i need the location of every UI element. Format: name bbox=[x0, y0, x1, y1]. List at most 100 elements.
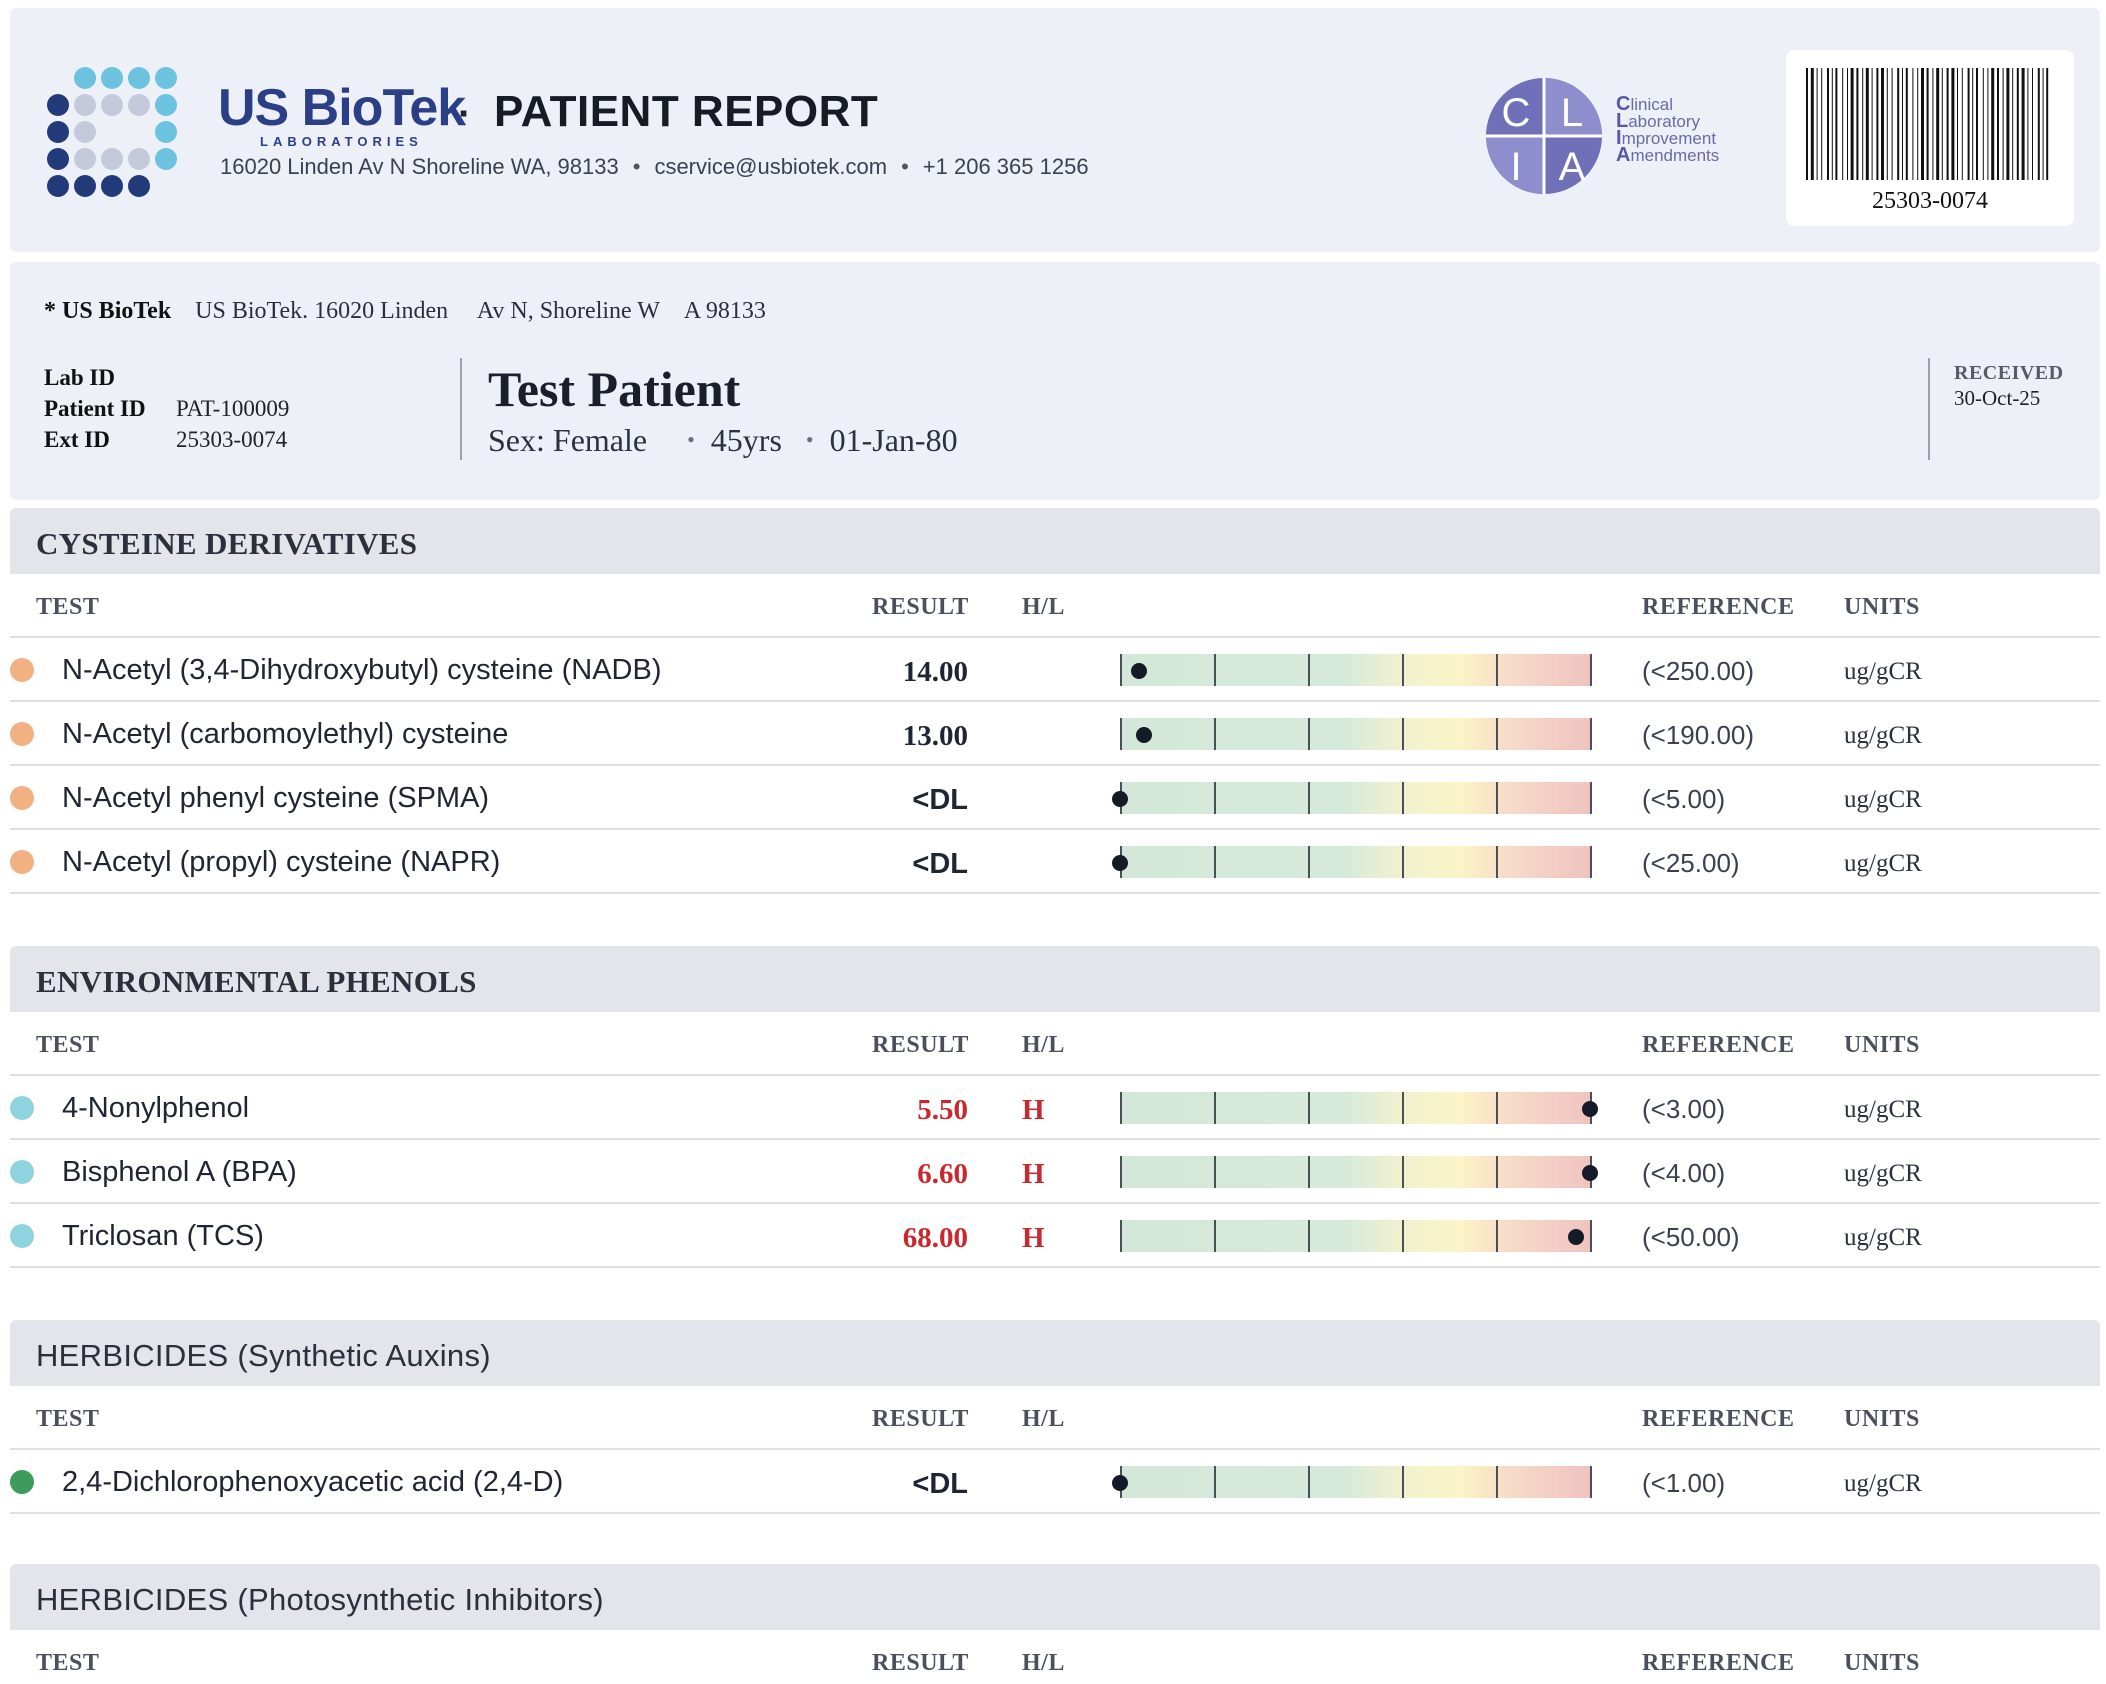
table-header-row: TEST RESULT H/L REFERENCE UNITS bbox=[10, 1386, 2100, 1450]
logo-dot bbox=[47, 94, 69, 116]
logo-dot bbox=[74, 94, 96, 116]
barcode-bar bbox=[2016, 68, 2019, 180]
barcode-bar bbox=[1891, 68, 1893, 180]
clia-seal-letter: C bbox=[1502, 91, 1531, 135]
ext-id-label: Ext ID bbox=[44, 427, 110, 452]
gauge-tick bbox=[1496, 782, 1498, 814]
barcode-bar bbox=[1862, 68, 1864, 180]
barcode-bar bbox=[1897, 68, 1900, 180]
reference-range: (<1.00) bbox=[1642, 1468, 1726, 1498]
category-dot bbox=[10, 850, 34, 874]
gauge-tick bbox=[1308, 846, 1310, 878]
section-title: HERBICIDES (Synthetic Auxins) bbox=[36, 1338, 491, 1373]
category-dot bbox=[10, 1096, 34, 1120]
gauge-tick bbox=[1402, 718, 1404, 750]
clia-letter: C bbox=[1616, 93, 1631, 115]
gauge-marker bbox=[1135, 727, 1152, 743]
logo-dot bbox=[155, 148, 177, 170]
test-name: N-Acetyl (3,4-Dihydroxybutyl) cysteine (… bbox=[62, 654, 662, 686]
gauge-tick bbox=[1308, 782, 1310, 814]
gauge-tick bbox=[1590, 718, 1592, 750]
bullet-separator: • bbox=[687, 427, 695, 452]
bullet-separator: • bbox=[805, 427, 814, 452]
gauge-tick bbox=[1214, 1466, 1216, 1498]
clia-word: aboratory bbox=[1628, 112, 1701, 131]
test-result: 5.50 bbox=[917, 1094, 968, 1126]
clia-letter: A bbox=[1616, 144, 1631, 166]
test-name: Bisphenol A (BPA) bbox=[62, 1156, 297, 1188]
gauge-tick bbox=[1308, 1466, 1310, 1498]
reference-range: (<4.00) bbox=[1642, 1158, 1726, 1188]
reference-range: (<25.00) bbox=[1642, 848, 1740, 878]
gauge-tick bbox=[1214, 718, 1216, 750]
column-header-result: RESULT bbox=[872, 1650, 969, 1676]
patient-id-label: Patient ID bbox=[44, 396, 146, 421]
section-header: HERBICIDES (Photosynthetic Inhibitors) bbox=[10, 1564, 2100, 1630]
gauge-marker bbox=[1582, 1101, 1598, 1117]
lab-email[interactable]: cservice@usbiotek.com bbox=[654, 154, 888, 179]
category-dot bbox=[10, 1470, 34, 1494]
column-header-reference: REFERENCE bbox=[1642, 594, 1795, 620]
barcode-bar bbox=[1831, 68, 1833, 180]
test-name: 4-Nonylphenol bbox=[62, 1092, 250, 1124]
clia-seal-letter: I bbox=[1510, 145, 1521, 189]
patient-name: Test Patient bbox=[488, 361, 741, 417]
divider bbox=[1928, 358, 1930, 460]
result-gauge bbox=[1120, 1220, 1592, 1252]
test-name: 2,4-Dichlorophenoxyacetic acid (2,4-D) bbox=[62, 1466, 564, 1498]
result-gauge bbox=[1120, 1092, 1598, 1124]
gauge-marker bbox=[1112, 791, 1128, 807]
units: ug/gCR bbox=[1844, 658, 1922, 685]
barcode-bar bbox=[1871, 68, 1873, 180]
barcode-bar bbox=[1932, 68, 1934, 180]
barcode-bar bbox=[1987, 68, 1989, 180]
barcode-bar bbox=[1865, 68, 1869, 180]
lab-phone[interactable]: +1 206 365 1256 bbox=[922, 154, 1089, 179]
gauge-tick bbox=[1120, 1156, 1122, 1188]
test-result: <DL bbox=[912, 1468, 968, 1500]
barcode-bar bbox=[1967, 68, 1970, 180]
units: ug/gCR bbox=[1844, 722, 1922, 749]
barcode-bar bbox=[1886, 68, 1888, 180]
gauge-tick bbox=[1308, 1220, 1310, 1252]
barcode-bar bbox=[1835, 68, 1838, 180]
clia-seal-letter: A bbox=[1559, 145, 1586, 189]
table-row: N-Acetyl (carbomoylethyl) cysteine 13.00 (… bbox=[10, 702, 2100, 766]
units: ug/gCR bbox=[1844, 1470, 1922, 1497]
category-dot bbox=[10, 658, 34, 682]
barcode-bar bbox=[1876, 68, 1879, 180]
reference-range: (<3.00) bbox=[1642, 1094, 1726, 1124]
gauge-tick bbox=[1402, 782, 1404, 814]
patient-age: 45yrs bbox=[710, 422, 782, 458]
logo-dot bbox=[47, 148, 69, 170]
clia-text: Clinical Laboratory Improvement Amendmen… bbox=[1616, 93, 1719, 166]
logo-dot bbox=[74, 175, 96, 197]
report-title: PATIENT REPORT bbox=[494, 87, 879, 136]
section-header: CYSTEINE DERIVATIVES bbox=[10, 508, 2100, 574]
logo-dot bbox=[128, 67, 150, 89]
patient-sex: Sex: Female bbox=[488, 422, 648, 458]
gauge-tick bbox=[1214, 1220, 1216, 1252]
column-header-reference: REFERENCE bbox=[1642, 1032, 1795, 1058]
logo-dot bbox=[155, 121, 177, 143]
usbiotek-logo-icon bbox=[47, 67, 177, 197]
barcode-bar bbox=[1842, 68, 1844, 180]
lab-line: * US BioTek US BioTek. 16020 Linden Av N,… bbox=[44, 298, 766, 325]
reference-range: (<190.00) bbox=[1642, 720, 1755, 750]
category-dot bbox=[10, 786, 34, 810]
gauge-tick bbox=[1590, 782, 1592, 814]
result-gauge bbox=[1112, 1466, 1592, 1498]
barcode-bar bbox=[1991, 68, 1995, 180]
units: ug/gCR bbox=[1844, 786, 1922, 813]
test-result: 6.60 bbox=[917, 1158, 968, 1190]
logo-dot bbox=[101, 67, 123, 89]
barcode-bar bbox=[2037, 68, 2040, 180]
barcode-bar bbox=[1881, 68, 1884, 180]
test-result: 68.00 bbox=[902, 1222, 968, 1254]
units: ug/gCR bbox=[1844, 1096, 1922, 1123]
contact-separator: • bbox=[901, 154, 909, 179]
barcode-bar bbox=[1951, 68, 1955, 180]
gauge-marker bbox=[1582, 1165, 1598, 1181]
barcode-bar bbox=[1810, 68, 1814, 180]
category-dot bbox=[10, 1160, 34, 1184]
